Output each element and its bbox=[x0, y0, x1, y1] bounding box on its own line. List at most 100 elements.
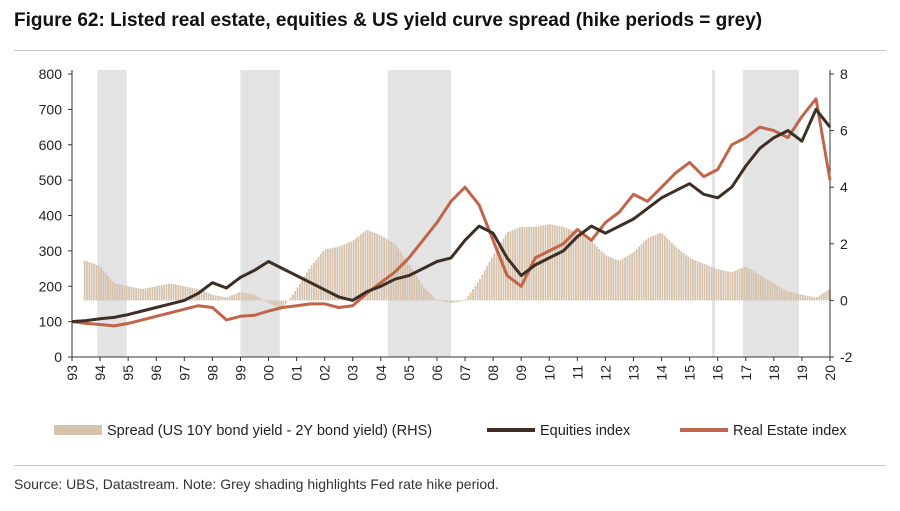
spread-bar bbox=[509, 231, 512, 301]
spread-bar bbox=[607, 256, 610, 301]
spread-bar bbox=[680, 251, 683, 301]
x-tick-label: 18 bbox=[766, 365, 782, 381]
spread-bar bbox=[703, 263, 706, 301]
spread-bar bbox=[352, 240, 355, 301]
spread-bar bbox=[507, 232, 509, 301]
x-tick-label: 94 bbox=[92, 365, 108, 381]
spread-bar bbox=[235, 293, 238, 301]
spread-bar bbox=[596, 246, 598, 301]
spread-bar bbox=[83, 260, 86, 301]
spread-bar bbox=[806, 295, 809, 301]
spread-bar bbox=[137, 288, 140, 301]
spread-bar bbox=[738, 268, 741, 301]
spread-bar bbox=[320, 253, 322, 301]
spread-bar bbox=[102, 270, 105, 301]
spread-bar bbox=[313, 262, 315, 301]
spread-bar bbox=[107, 276, 109, 301]
spread-bar bbox=[275, 300, 278, 307]
spread-bar bbox=[233, 294, 236, 301]
spread-bar bbox=[97, 265, 100, 301]
left-tick-label: 800 bbox=[39, 66, 63, 82]
real-estate-line bbox=[71, 97, 832, 328]
hike-period-band bbox=[742, 70, 800, 357]
spread-bar bbox=[656, 233, 659, 301]
spread-bar bbox=[504, 234, 507, 301]
spread-bar bbox=[207, 293, 210, 301]
spread-bar bbox=[565, 228, 568, 301]
spread-bar bbox=[322, 251, 325, 301]
spread-bar bbox=[359, 234, 362, 301]
spread-bar bbox=[589, 240, 591, 301]
spread-bar bbox=[755, 272, 757, 301]
spread-bar bbox=[773, 283, 776, 301]
spread-bar bbox=[413, 272, 416, 301]
spread-bar bbox=[687, 256, 690, 301]
spread-bar bbox=[217, 295, 219, 301]
spread-bar bbox=[172, 284, 175, 301]
spread-bar bbox=[476, 282, 479, 301]
x-tick-label: 00 bbox=[261, 365, 277, 381]
spread-bar bbox=[378, 234, 381, 301]
spread-bar bbox=[769, 281, 772, 301]
x-tick-label: 03 bbox=[345, 365, 361, 381]
title-divider bbox=[14, 50, 886, 51]
spread-bar bbox=[436, 300, 439, 301]
spread-bar bbox=[226, 297, 229, 301]
spread-bar bbox=[474, 285, 477, 301]
spread-bar bbox=[818, 295, 821, 301]
spread-bar bbox=[820, 294, 823, 301]
spread-bar bbox=[750, 269, 753, 301]
spread-bar bbox=[701, 263, 704, 301]
spread-bar bbox=[558, 226, 561, 301]
spread-bar bbox=[116, 284, 119, 301]
spread-bar bbox=[787, 292, 790, 301]
right-tick-label: 2 bbox=[840, 236, 848, 252]
spread-bar bbox=[460, 300, 463, 302]
spread-bar bbox=[692, 259, 694, 301]
spread-bar bbox=[710, 266, 713, 301]
x-tick-label: 17 bbox=[738, 365, 754, 381]
spread-bar bbox=[270, 300, 273, 305]
spread-bar bbox=[104, 273, 107, 301]
spread-bar bbox=[118, 284, 121, 301]
spread-bar bbox=[654, 234, 657, 301]
spread-bar bbox=[481, 274, 484, 301]
source-note: Source: UBS, Datastream. Note: Grey shad… bbox=[14, 476, 499, 492]
spread-bar bbox=[661, 233, 664, 301]
x-tick-label: 20 bbox=[822, 365, 838, 381]
spread-bar bbox=[214, 295, 217, 301]
spread-bar bbox=[100, 267, 102, 301]
spread-bar bbox=[427, 291, 430, 301]
spread-bar bbox=[649, 236, 652, 301]
spread-bar bbox=[128, 286, 130, 301]
spread-bar bbox=[418, 280, 421, 301]
spread-bar bbox=[638, 246, 640, 301]
spread-bar bbox=[301, 280, 304, 301]
left-tick-label: 100 bbox=[39, 314, 63, 330]
spread-bar bbox=[90, 263, 93, 301]
spread-bar bbox=[231, 295, 233, 301]
spread-bar bbox=[652, 235, 655, 301]
spread-bar bbox=[121, 285, 123, 301]
equities-line bbox=[71, 107, 832, 324]
x-tick-label: 01 bbox=[289, 365, 305, 381]
spread-bar bbox=[95, 264, 98, 301]
spread-bar bbox=[266, 300, 269, 303]
x-tick-label: 11 bbox=[569, 365, 585, 380]
legend-label-spread: Spread (US 10Y bond yield - 2Y bond yiel… bbox=[107, 423, 432, 439]
spread-bar bbox=[731, 271, 734, 301]
spread-bars bbox=[83, 224, 830, 309]
spread-bar bbox=[808, 296, 811, 301]
spread-bar bbox=[291, 294, 294, 301]
spread-bar bbox=[586, 238, 589, 301]
spread-bar bbox=[453, 300, 456, 303]
spread-bar bbox=[198, 289, 201, 301]
spread-bar bbox=[160, 285, 163, 301]
spread-bar bbox=[429, 294, 432, 301]
spread-bar bbox=[577, 233, 580, 301]
x-tick-label: 06 bbox=[429, 365, 445, 381]
spread-bar bbox=[221, 296, 224, 301]
spread-bar bbox=[109, 278, 112, 301]
spread-bar bbox=[640, 244, 643, 301]
